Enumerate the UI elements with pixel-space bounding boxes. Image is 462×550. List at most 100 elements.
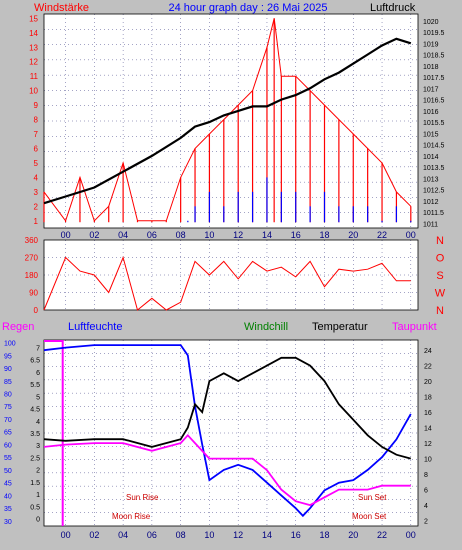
pressure-tick-label: 1017 (423, 86, 439, 93)
wind-tick-label: 12 (29, 58, 38, 67)
humidity-tick-label: 55 (4, 455, 12, 462)
rain-tick-label: 0 (36, 517, 40, 524)
rain-tick-label: 7 (36, 345, 40, 352)
temperature-tick-label: 24 (424, 348, 432, 355)
humidity-tick-label: 60 (4, 442, 12, 449)
x-tick-label: 22 (377, 530, 387, 540)
temperature-line (43, 356, 412, 460)
pressure-tick-label: 1013.5 (423, 165, 445, 172)
plot-border (43, 239, 419, 311)
temperature-tick-label: 22 (424, 364, 432, 371)
pressure-tick-label: 1018.5 (423, 53, 445, 60)
temperature-tick-label: 14 (424, 426, 432, 433)
pressure-tick-label: 1013 (423, 176, 439, 183)
rain-tick-label: 1.5 (30, 480, 40, 487)
wind-tick-label: 9 (34, 101, 39, 110)
humidity-tick-label: 35 (4, 506, 12, 513)
x-tick-label: 16 (291, 230, 301, 240)
pressure-tick-label: 1011.5 (423, 210, 444, 217)
x-tick-label: 02 (89, 230, 99, 240)
wind-tick-label: 13 (29, 43, 38, 52)
temperature-tick-label: 4 (424, 503, 428, 510)
rain-tick-label: 0.5 (30, 504, 40, 511)
wind-tick-label: 11 (30, 72, 39, 81)
x-tick-label: 14 (262, 230, 272, 240)
temperature-tick-label: 16 (424, 410, 432, 417)
rain-tick-label: 5 (36, 394, 40, 401)
direction-line (43, 255, 411, 311)
wind-tick-label: 5 (34, 159, 39, 168)
compass-tick-label: S (436, 270, 443, 282)
temperature-tick-label: 12 (424, 441, 432, 448)
legend-regen: Regen (2, 321, 34, 333)
pressure-tick-label: 1016.5 (423, 98, 445, 105)
pressure-tick-label: 1015.5 (423, 120, 445, 127)
rain-tick-label: 5.5 (30, 382, 40, 389)
humidity-line (43, 344, 412, 518)
plot-border (43, 339, 419, 527)
x-tick-label: 18 (319, 230, 329, 240)
pressure-tick-label: 1012 (423, 199, 439, 206)
moon-rise-label: Moon Rise (112, 512, 151, 521)
humidity-tick-label: 90 (4, 366, 12, 373)
temperature-tick-label: 2 (424, 519, 428, 526)
x-tick-label: 12 (233, 530, 243, 540)
rain-tick-label: 2.5 (30, 455, 40, 462)
humidity-tick-label: 100 (4, 341, 16, 348)
temperature-tick-label: 6 (424, 488, 428, 495)
pressure-tick-label: 1020 (423, 19, 439, 26)
sun-rise-label: Sun Rise (126, 493, 159, 502)
x-tick-label: 02 (89, 530, 99, 540)
humidity-tick-label: 50 (4, 468, 12, 475)
humidity-tick-label: 85 (4, 379, 12, 386)
x-tick-label: 12 (233, 230, 243, 240)
x-tick-label: 00 (406, 530, 416, 540)
pressure-tick-label: 1019 (423, 41, 439, 48)
wind-gust-line (43, 18, 412, 222)
pressure-tick-label: 1014.5 (423, 143, 445, 150)
x-tick-label: 04 (118, 230, 128, 240)
pressure-tick-label: 1018 (423, 64, 439, 71)
pressure-tick-label: 1012.5 (423, 188, 445, 195)
rain-tick-label: 3.5 (30, 431, 40, 438)
x-tick-label: 00 (406, 230, 416, 240)
compass-tick-label: O (436, 253, 445, 265)
chart-title: 24 hour graph day : 26 Mai 2025 (168, 2, 327, 14)
dewpoint-line (43, 433, 411, 507)
legend-taupunkt: Taupunkt (392, 321, 437, 333)
x-tick-label: 06 (147, 230, 157, 240)
rain-tick-label: 4.5 (30, 407, 40, 414)
wind-tick-label: 15 (29, 14, 38, 23)
x-tick-label: 16 (291, 530, 301, 540)
rain-tick-label: 6 (36, 370, 40, 377)
x-tick-label: 10 (204, 230, 214, 240)
wind-tick-label: 2 (34, 202, 39, 211)
humidity-tick-label: 95 (4, 353, 12, 360)
humidity-tick-label: 40 (4, 493, 12, 500)
x-tick-label: 04 (118, 530, 128, 540)
pressure-tick-label: 1016 (423, 109, 439, 116)
humidity-tick-label: 45 (4, 481, 12, 488)
x-tick-label: 22 (377, 230, 387, 240)
rain-tick-label: 1 (36, 492, 40, 499)
pressure-tick-label: 1015 (423, 131, 439, 138)
wind-tick-label: 6 (34, 144, 39, 153)
x-tick-label: 00 (61, 230, 71, 240)
wind-tick-label: 4 (34, 173, 39, 182)
rain-temp-plot (44, 340, 418, 526)
temperature-tick-label: 10 (424, 457, 432, 464)
wind-tick-label: 7 (34, 130, 39, 139)
compass-tick-label: N (436, 235, 444, 247)
x-tick-label: 18 (319, 530, 329, 540)
temperature-tick-label: 8 (424, 472, 428, 479)
pressure-line (43, 37, 412, 205)
pressure-axis-title: Luftdruck (370, 2, 416, 14)
wind-pressure-plot (44, 14, 418, 228)
humidity-tick-label: 75 (4, 404, 12, 411)
rain-tick-label: 2 (36, 468, 40, 475)
wind-tick-label: 14 (29, 29, 38, 38)
rain-tick-label: 3 (36, 443, 40, 450)
x-tick-label: 08 (176, 530, 186, 540)
sun-set-label: Sun Set (358, 493, 387, 502)
